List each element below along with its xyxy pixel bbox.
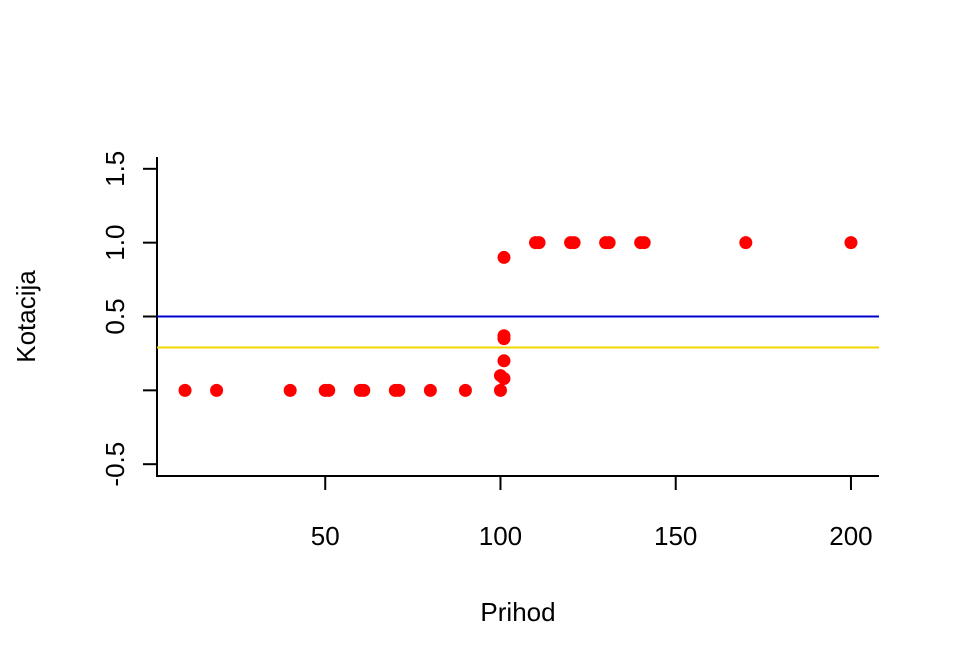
x-tick-label: 200 — [829, 521, 872, 551]
y-tick-label: 1.0 — [100, 225, 130, 261]
x-tick-label: 50 — [311, 521, 340, 551]
data-point — [739, 236, 753, 250]
y-axis-title: Kotacija — [11, 270, 41, 363]
data-point — [637, 236, 651, 250]
data-point — [493, 369, 507, 383]
x-tick-label: 150 — [654, 521, 697, 551]
data-point — [497, 354, 511, 368]
data-point — [458, 383, 472, 397]
data-point — [567, 236, 581, 250]
x-axis: 50 100 150 200 — [311, 476, 873, 551]
data-point — [844, 236, 858, 250]
data-point — [322, 383, 336, 397]
reference-lines — [157, 315, 879, 349]
y-axis: -0.5 0.5 1.0 1.5 — [100, 151, 157, 487]
data-point — [497, 250, 511, 264]
data-point — [532, 236, 546, 250]
x-tick-label: 100 — [479, 521, 522, 551]
data-point — [392, 383, 406, 397]
data-points — [178, 236, 858, 397]
y-tick-label: 1.5 — [100, 151, 130, 187]
data-point — [497, 329, 511, 343]
data-point — [210, 383, 224, 397]
data-point — [493, 383, 507, 397]
y-tick-label: 0.5 — [100, 298, 130, 334]
data-point — [357, 383, 371, 397]
x-axis-title: Prihod — [480, 597, 555, 627]
y-tick-label: -0.5 — [100, 442, 130, 487]
plot-area — [156, 157, 879, 477]
plot-frame — [156, 157, 879, 477]
data-point — [283, 383, 297, 397]
data-point — [602, 236, 616, 250]
data-point — [423, 383, 437, 397]
data-point — [178, 383, 192, 397]
